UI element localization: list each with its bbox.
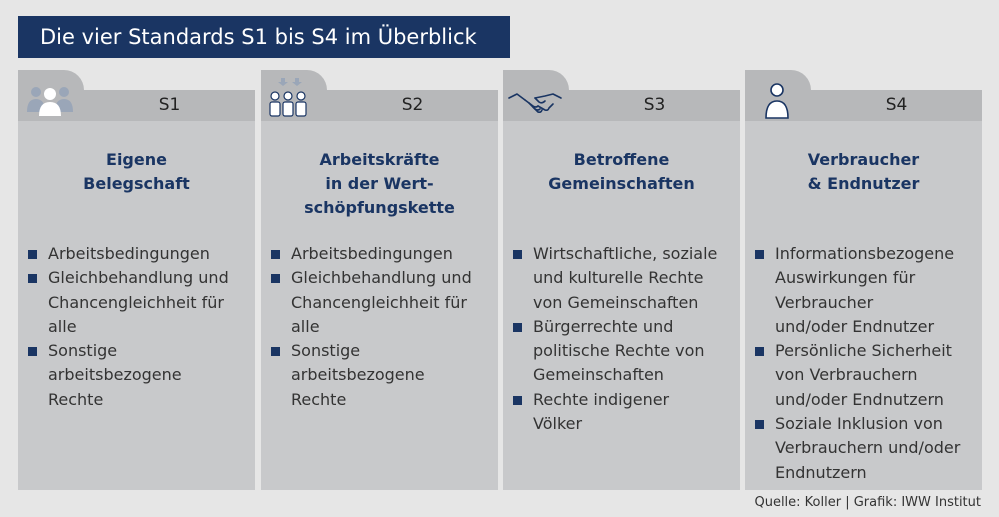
standard-card-s4: S4 Verbraucher & Endnutzer Informationsb… bbox=[745, 70, 982, 490]
standard-title: Eigene Belegschaft bbox=[83, 150, 190, 193]
standard-title: Arbeitskräfte in der Wert- schöpfungsket… bbox=[304, 150, 455, 217]
list-item: Soziale Inklusion von Verbrauchern und/od… bbox=[755, 412, 978, 485]
standard-code: S2 bbox=[401, 95, 424, 115]
standard-code: S1 bbox=[158, 95, 181, 115]
consumer-person-icon bbox=[765, 83, 789, 119]
source-credit: Quelle: Koller | Grafik: IWW Institut bbox=[754, 495, 981, 510]
standard-code: S4 bbox=[885, 95, 908, 115]
standard-code: S3 bbox=[643, 95, 666, 115]
list-item: Sonstige arbeitsbezogene Rechte bbox=[271, 339, 494, 412]
standard-items: Informationsbezogene Auswirkungen für Verb… bbox=[755, 242, 978, 485]
page-title: Die vier Standards S1 bis S4 im Überblic… bbox=[18, 16, 510, 58]
list-item: Persönliche Sicherheit von Verbrauchern un… bbox=[755, 339, 978, 412]
list-item: Arbeitsbedingungen bbox=[271, 242, 494, 266]
list-item: Gleichbehandlung und Chancengleichheit fü… bbox=[28, 266, 251, 339]
handshake-icon bbox=[508, 93, 562, 114]
list-item: Bürgerrechte und politische Rechte von Gem… bbox=[513, 315, 736, 388]
standard-items: Arbeitsbedingungen Gleichbehandlung und C… bbox=[28, 242, 251, 412]
standard-title: Verbraucher & Endnutzer bbox=[807, 150, 920, 193]
list-item: Sonstige arbeitsbezogene Rechte bbox=[28, 339, 251, 412]
list-item: Informationsbezogene Auswirkungen für Verb… bbox=[755, 242, 978, 339]
standard-card-s3: S3 Betroffene Gemeinschaften Wirtschaftl… bbox=[503, 70, 740, 490]
standard-card-s1: S1 Eigene Belegschaft Arbeitsbedingungen… bbox=[18, 70, 255, 490]
standard-items: Wirtschaftliche, soziale und kulturelle R… bbox=[513, 242, 736, 436]
standard-items: Arbeitsbedingungen Gleichbehandlung und C… bbox=[271, 242, 494, 412]
list-item: Rechte indigener Völker bbox=[513, 388, 736, 437]
list-item: Gleichbehandlung und Chancengleichheit fü… bbox=[271, 266, 494, 339]
standard-card-s2: S2 Arbeitskräfte in der Wert- schöpfungs… bbox=[261, 70, 498, 490]
standard-title: Betroffene Gemeinschaften bbox=[548, 150, 695, 193]
group-people-icon bbox=[27, 87, 73, 116]
workers-chain-icon bbox=[269, 78, 307, 117]
list-item: Wirtschaftliche, soziale und kulturelle R… bbox=[513, 242, 736, 315]
list-item: Arbeitsbedingungen bbox=[28, 242, 251, 266]
